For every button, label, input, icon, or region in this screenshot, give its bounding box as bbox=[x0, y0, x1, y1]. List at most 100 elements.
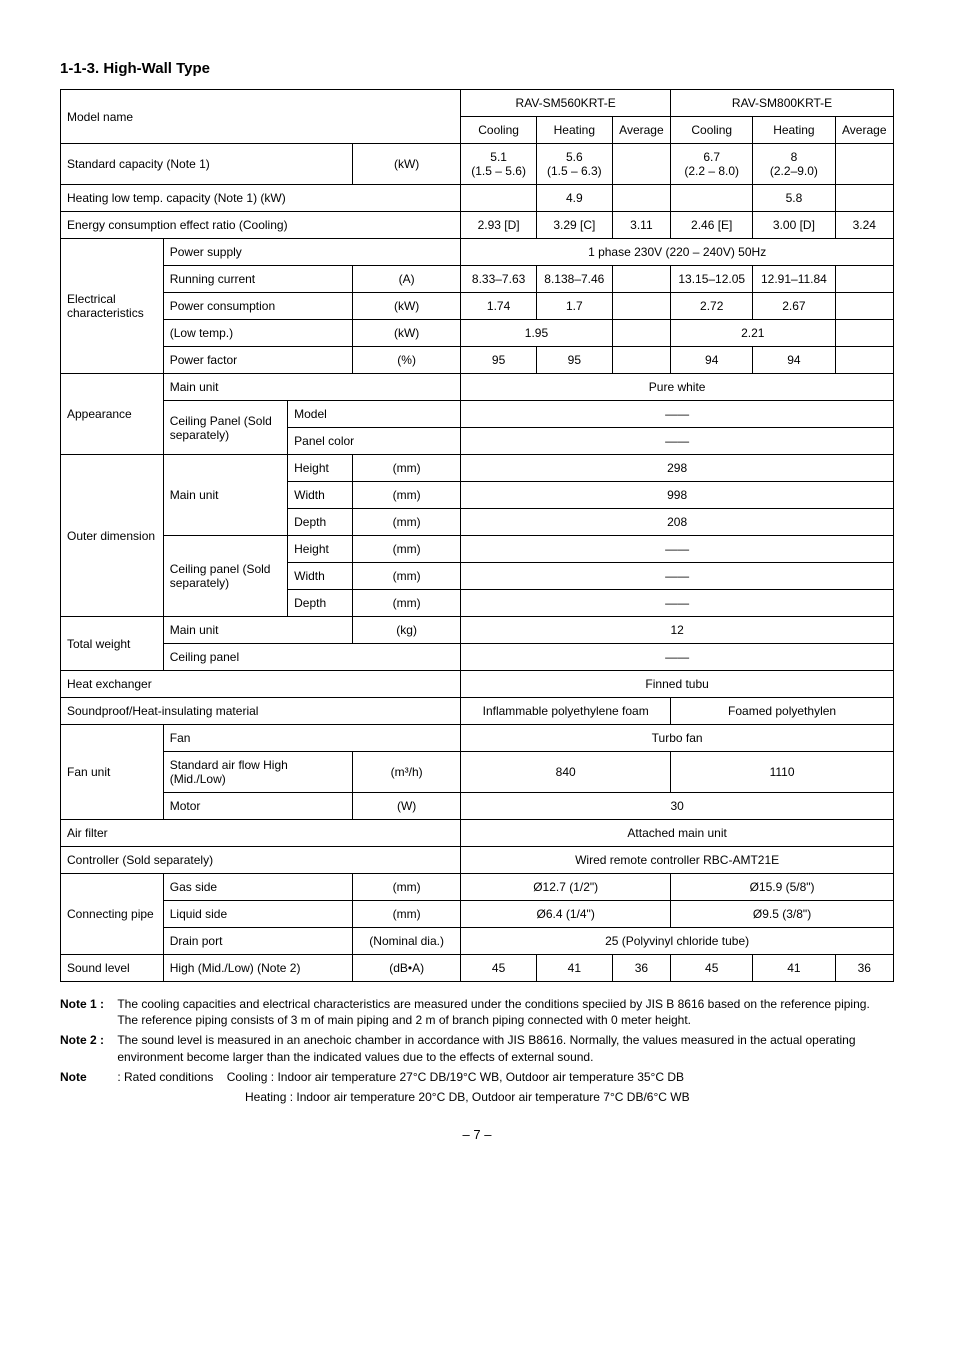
table-row: Heating low temp. capacity (Note 1) (kW)… bbox=[61, 185, 894, 212]
dim-main-w-unit: (mm) bbox=[353, 482, 461, 509]
running-current-label: Running current bbox=[163, 266, 352, 293]
cell bbox=[835, 266, 893, 293]
cell: 5.1 (1.5 – 5.6) bbox=[461, 144, 537, 185]
col-average-b: Average bbox=[835, 117, 893, 144]
cell: 5.6 (1.5 – 6.3) bbox=[536, 144, 612, 185]
cell: 840 bbox=[461, 752, 671, 793]
table-row: Controller (Sold separately) Wired remot… bbox=[61, 847, 894, 874]
weight-main-label: Main unit bbox=[163, 617, 352, 644]
motor-unit: (W) bbox=[353, 793, 461, 820]
dim-panel-h-label: Height bbox=[288, 536, 353, 563]
cell bbox=[612, 293, 670, 320]
cell bbox=[612, 144, 670, 185]
note3-label: Note bbox=[60, 1069, 114, 1085]
cell: Ø9.5 (3/8") bbox=[671, 901, 894, 928]
col-heating-b: Heating bbox=[753, 117, 835, 144]
dim-panel-h-unit: (mm) bbox=[353, 536, 461, 563]
cell: Attached main unit bbox=[461, 820, 894, 847]
table-row: Energy consumption effect ratio (Cooling… bbox=[61, 212, 894, 239]
cell: 41 bbox=[753, 955, 835, 982]
fan-unit-label: Fan unit bbox=[61, 725, 164, 820]
cell: 25 (Polyvinyl chloride tube) bbox=[461, 928, 894, 955]
dim-main-d-label: Depth bbox=[288, 509, 353, 536]
cell: Foamed polyethylen bbox=[671, 698, 894, 725]
table-row: Sound level High (Mid./Low) (Note 2) (dB… bbox=[61, 955, 894, 982]
table-row: Power consumption (kW) 1.74 1.7 2.72 2.6… bbox=[61, 293, 894, 320]
cell: 3.29 [C] bbox=[536, 212, 612, 239]
table-row: Power factor (%) 95 95 94 94 bbox=[61, 347, 894, 374]
spec-table: Model name RAV-SM560KRT-E RAV-SM800KRT-E… bbox=[60, 89, 894, 982]
heat-exchanger-label: Heat exchanger bbox=[61, 671, 461, 698]
cell: 3.24 bbox=[835, 212, 893, 239]
dim-panel-d-label: Depth bbox=[288, 590, 353, 617]
dim-panel-w-unit: (mm) bbox=[353, 563, 461, 590]
gas-label: Gas side bbox=[163, 874, 352, 901]
cell: —— bbox=[461, 428, 894, 455]
cell: 36 bbox=[835, 955, 893, 982]
note1-text: The cooling capacities and electrical ch… bbox=[117, 996, 891, 1028]
model-b-header: RAV-SM800KRT-E bbox=[671, 90, 894, 117]
note3-text: : Rated conditions Cooling : Indoor air … bbox=[117, 1069, 891, 1085]
table-row: Ceiling Panel (Sold separately) Model —— bbox=[61, 401, 894, 428]
std-capacity-label: Standard capacity (Note 1) bbox=[61, 144, 353, 185]
appearance-main-value: Pure white bbox=[461, 374, 894, 401]
cell: 2.72 bbox=[671, 293, 753, 320]
dim-main-h-label: Height bbox=[288, 455, 353, 482]
low-temp-label: (Low temp.) bbox=[163, 320, 352, 347]
cell bbox=[612, 185, 670, 212]
cell bbox=[612, 320, 670, 347]
air-filter-label: Air filter bbox=[61, 820, 461, 847]
table-row: Electrical characteristics Power supply … bbox=[61, 239, 894, 266]
cell: Ø12.7 (1/2") bbox=[461, 874, 671, 901]
running-current-unit: (A) bbox=[353, 266, 461, 293]
col-cooling-a: Cooling bbox=[461, 117, 537, 144]
col-cooling-b: Cooling bbox=[671, 117, 753, 144]
cell bbox=[671, 185, 753, 212]
cell: Finned tubu bbox=[461, 671, 894, 698]
cell: —— bbox=[461, 590, 894, 617]
table-row: Standard capacity (Note 1) (kW) 5.1 (1.5… bbox=[61, 144, 894, 185]
sound-unit: (dB•A) bbox=[353, 955, 461, 982]
cell bbox=[612, 266, 670, 293]
col-heating-a: Heating bbox=[536, 117, 612, 144]
cell: 2.93 [D] bbox=[461, 212, 537, 239]
power-factor-unit: (%) bbox=[353, 347, 461, 374]
cell: 8.33–7.63 bbox=[461, 266, 537, 293]
ceiling-panel-color-label: Panel color bbox=[288, 428, 461, 455]
cell bbox=[835, 320, 893, 347]
cell: 8 (2.2–9.0) bbox=[753, 144, 835, 185]
appearance-label: Appearance bbox=[61, 374, 164, 455]
power-supply-label: Power supply bbox=[163, 239, 461, 266]
cell: 13.15–12.05 bbox=[671, 266, 753, 293]
drain-label: Drain port bbox=[163, 928, 352, 955]
cell: 1110 bbox=[671, 752, 894, 793]
soundproof-label: Soundproof/Heat-insulating material bbox=[61, 698, 461, 725]
low-temp-unit: (kW) bbox=[353, 320, 461, 347]
cell: —— bbox=[461, 563, 894, 590]
cell: 2.67 bbox=[753, 293, 835, 320]
cell: 41 bbox=[536, 955, 612, 982]
table-row: Ceiling panel (Sold separately) Height (… bbox=[61, 536, 894, 563]
heating-low-temp-label: Heating low temp. capacity (Note 1) (kW) bbox=[61, 185, 461, 212]
dim-main-h-unit: (mm) bbox=[353, 455, 461, 482]
std-capacity-unit: (kW) bbox=[353, 144, 461, 185]
power-consumption-label: Power consumption bbox=[163, 293, 352, 320]
section-title: 1-1-3. High-Wall Type bbox=[60, 60, 894, 77]
appearance-main-label: Main unit bbox=[163, 374, 461, 401]
table-row: Air filter Attached main unit bbox=[61, 820, 894, 847]
cell: 2.21 bbox=[671, 320, 835, 347]
table-row: Running current (A) 8.33–7.63 8.138–7.46… bbox=[61, 266, 894, 293]
note2-text: The sound level is measured in an anecho… bbox=[117, 1032, 891, 1064]
dim-main-label: Main unit bbox=[163, 455, 287, 536]
table-row: (Low temp.) (kW) 1.95 2.21 bbox=[61, 320, 894, 347]
note3-cool: Cooling : Indoor air temperature 27°C DB… bbox=[227, 1070, 684, 1084]
weight-panel-label: Ceiling panel bbox=[163, 644, 461, 671]
ceiling-panel-label: Ceiling Panel (Sold separately) bbox=[163, 401, 287, 455]
cell: Ø6.4 (1/4") bbox=[461, 901, 671, 928]
cell: Wired remote controller RBC-AMT21E bbox=[461, 847, 894, 874]
cell: —— bbox=[461, 644, 894, 671]
cell: 5.8 bbox=[753, 185, 835, 212]
table-row: Model name RAV-SM560KRT-E RAV-SM800KRT-E bbox=[61, 90, 894, 117]
sound-sublabel: High (Mid./Low) (Note 2) bbox=[163, 955, 352, 982]
cell: 2.46 [E] bbox=[671, 212, 753, 239]
